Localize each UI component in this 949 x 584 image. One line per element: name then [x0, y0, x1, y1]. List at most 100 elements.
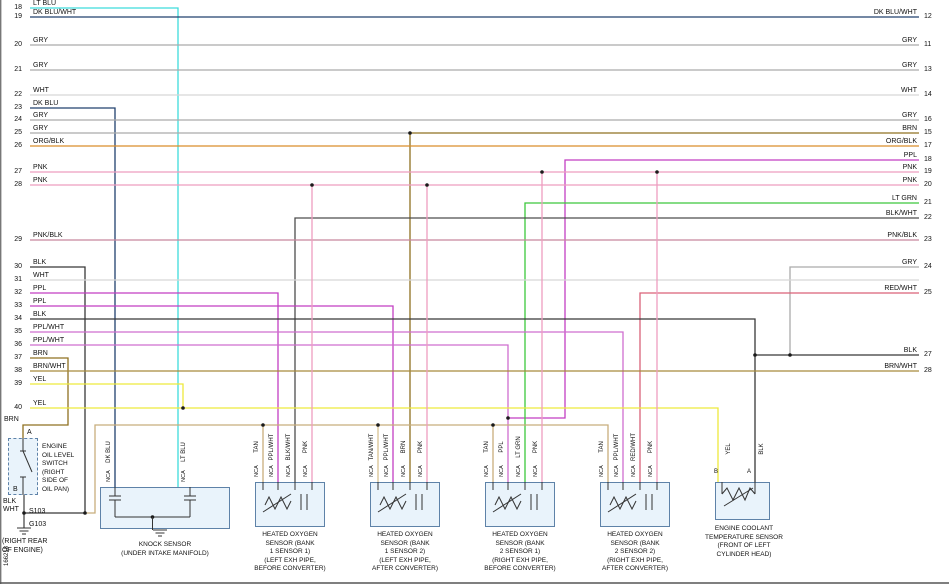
right-pin-number-16: 16 [924, 116, 932, 123]
sensing-cell-icon [415, 494, 423, 510]
wire-brn-37 [22, 357, 69, 438]
heater-resistor-icon [379, 495, 407, 511]
junction-dot [261, 423, 265, 427]
piezo-element-icon [109, 487, 121, 517]
terminal-nca-label: NCA [631, 465, 637, 477]
ground-g103-label: G103 [29, 521, 47, 528]
left-pin-number-39: 39 [14, 380, 22, 387]
left-pin-label-35: PPL/WHT [33, 324, 65, 331]
left-pin-number-37: 37 [14, 354, 22, 361]
right-pin-label-28: BRN/WHT [884, 363, 917, 370]
right-pin-number-14: 14 [924, 91, 932, 98]
right-pin-label-24: GRY [901, 259, 917, 266]
sensing-cell-icon [645, 494, 653, 510]
terminal-nca-label: NCA [499, 465, 505, 477]
right-pin-label-14: WHT [901, 87, 917, 94]
right-pin-number-13: 13 [924, 66, 932, 73]
oil-switch-wire-wht-label: WHT [3, 506, 19, 513]
left-pin-number-32: 32 [14, 289, 22, 296]
left-pin-number-24: 24 [14, 116, 22, 123]
junction-dot [83, 511, 87, 515]
terminal-nca-label: NCA [401, 465, 407, 477]
heater-arrow-icon [492, 493, 522, 513]
left-pin-label-27: PNK [33, 164, 48, 171]
wire-dkblu-23 [30, 107, 116, 487]
right-pin-label-17: ORG/BLK [885, 138, 917, 145]
heated-oxygen-sensor-b1s1-caption: HEATED OXYGEN SENSOR (BANK 1 SENSOR 1) (… [254, 531, 326, 572]
engine-oil-level-switch-caption: ENGINE OIL LEVEL SWITCH (RIGHT SIDE OF O… [42, 443, 75, 493]
terminal-nca-label: NCA [418, 465, 424, 477]
junction-dot [22, 511, 26, 515]
splice-s103-label: S103 [29, 508, 46, 515]
oil-switch-terminal-b-label: B [13, 486, 18, 493]
left-pin-label-37: BRN [33, 350, 48, 357]
left-pin-number-31: 31 [14, 276, 22, 283]
engine-coolant-temperature-sensor-box [715, 482, 770, 520]
left-pin-label-19: DK BLU/WHT [33, 9, 77, 16]
heated-oxygen-sensor-b2s2-box [600, 482, 670, 527]
junction-dot [788, 353, 792, 357]
terminal-nca-label: NCA [369, 465, 375, 477]
terminal-nca-label: NCA [484, 465, 490, 477]
heater-resistor-icon [609, 495, 637, 511]
left-pin-number-23: 23 [14, 104, 22, 111]
knock-sensor-caption: KNOCK SENSOR (UNDER INTAKE MANIFOLD) [121, 541, 209, 557]
terminal-nca-label: NCA [181, 470, 187, 482]
terminal-nca-label: NCA [106, 470, 112, 482]
left-pin-label-39: YEL [33, 376, 47, 383]
left-pin-number-40: 40 [14, 404, 22, 411]
left-pin-label-24: GRY [33, 112, 49, 119]
junction-dot [181, 406, 185, 410]
junction-dot [540, 170, 544, 174]
heated-oxygen-sensor-b2s2-caption: HEATED OXYGEN SENSOR (BANK 2 SENSOR 2) (… [602, 531, 668, 572]
switch-contact-icon [20, 450, 26, 478]
heated-oxygen-sensor-b1s2-caption: HEATED OXYGEN SENSOR (BANK 1 SENSOR 2) (… [372, 531, 438, 572]
left-pin-number-20: 20 [14, 41, 22, 48]
left-pin-number-18: 18 [14, 4, 22, 11]
left-pin-number-25: 25 [14, 129, 22, 136]
junction-dot [491, 423, 495, 427]
wire-ppl-r18 [508, 159, 919, 419]
left-pin-label-28: PNK [33, 177, 48, 184]
terminal-nca-label: NCA [533, 465, 539, 477]
wire-ltgrn-r21 [524, 202, 919, 482]
right-pin-number-28: 28 [924, 367, 932, 374]
left-pin-label-36: PPL/WHT [33, 337, 65, 344]
right-pin-label-20: PNK [902, 177, 917, 184]
left-pin-label-30: BLK [33, 259, 47, 266]
wire-ppl-33 [30, 305, 394, 482]
wire-ppl-32 [30, 292, 279, 482]
wire-yel-39 [30, 383, 184, 408]
sensing-cell-icon [530, 494, 538, 510]
wire-pplwht-35 [30, 331, 624, 482]
left-pin-number-28: 28 [14, 181, 22, 188]
junction-dot [506, 416, 510, 420]
terminal-pin-letter: A [746, 469, 751, 475]
left-pin-label-22: WHT [33, 87, 49, 94]
terminal-nca-label: NCA [614, 465, 620, 477]
terminal-nca-label: NCA [303, 465, 309, 477]
wire-redwht-r25 [639, 292, 919, 482]
right-pin-label-21: LT GRN [891, 195, 917, 202]
heated-oxygen-sensor-b2s1-box [485, 482, 555, 527]
left-pin-label-34: BLK [33, 311, 47, 318]
left-pin-number-36: 36 [14, 341, 22, 348]
left-pin-label-38: BRN/WHT [33, 363, 66, 370]
wire-pplwht-36 [30, 344, 509, 482]
left-pin-label-21: GRY [33, 62, 49, 69]
ground-icon [153, 529, 167, 537]
right-pin-number-20: 20 [924, 181, 932, 188]
sensing-cell-icon [300, 494, 308, 510]
right-pin-number-23: 23 [924, 236, 932, 243]
right-pin-number-25: 25 [924, 289, 932, 296]
left-pin-number-38: 38 [14, 367, 22, 374]
left-pin-number-27: 27 [14, 168, 22, 175]
left-pin-label-33: PPL [33, 298, 47, 305]
wire-blk-30-gnd [24, 266, 86, 514]
right-pin-label-13: GRY [901, 62, 917, 69]
oil-switch-terminal-a-label: A [27, 429, 32, 436]
left-pin-label-18: LT BLU [33, 0, 57, 7]
left-pin-number-33: 33 [14, 302, 22, 309]
wire-tan-bus [85, 424, 609, 514]
